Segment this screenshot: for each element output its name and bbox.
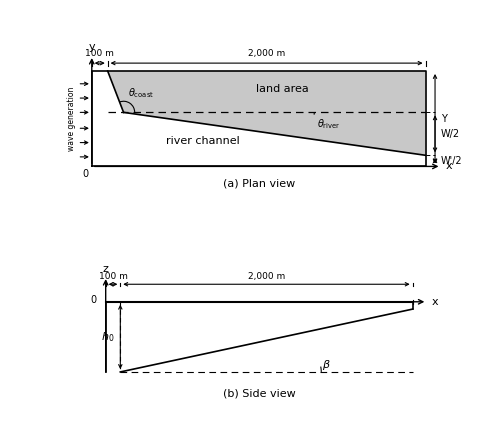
Text: x: x [446, 161, 453, 171]
Text: $\beta$: $\beta$ [322, 358, 331, 372]
Text: 100 m: 100 m [98, 272, 128, 281]
Text: river channel: river channel [166, 136, 240, 146]
Text: 2,000 m: 2,000 m [248, 272, 285, 281]
Text: x: x [432, 297, 438, 307]
Text: 0: 0 [91, 295, 97, 305]
Text: W/2: W/2 [440, 129, 460, 139]
Text: (a) Plan view: (a) Plan view [222, 179, 295, 189]
Text: $\theta_{\rm river}$: $\theta_{\rm river}$ [318, 117, 341, 131]
Text: $\theta_{\rm coast}$: $\theta_{\rm coast}$ [128, 86, 154, 100]
Text: 2,000 m: 2,000 m [248, 49, 285, 58]
Text: 100 m: 100 m [86, 49, 114, 58]
Text: wave generation: wave generation [66, 86, 76, 151]
Text: $h_0$: $h_0$ [101, 330, 114, 344]
Text: 0: 0 [82, 169, 88, 179]
Text: z: z [103, 264, 108, 274]
Polygon shape [108, 71, 426, 155]
Text: Y: Y [440, 114, 446, 124]
Text: y: y [88, 42, 95, 52]
Text: W'/2: W'/2 [440, 156, 462, 166]
Text: (b) Side view: (b) Side view [223, 389, 296, 399]
Text: land area: land area [256, 83, 309, 94]
